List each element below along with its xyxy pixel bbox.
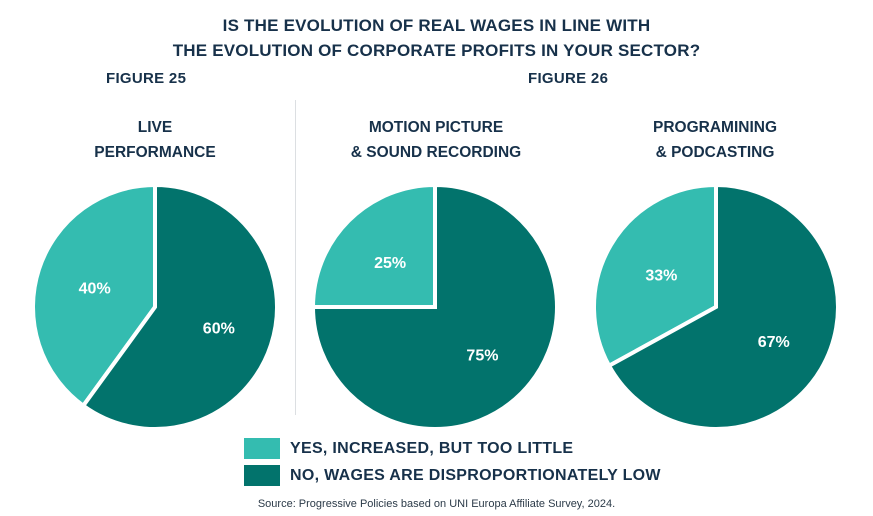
pie-1-label-no: 60% <box>203 321 235 338</box>
legend-label-no: NO, WAGES ARE DISPROPORTIONATELY LOW <box>290 466 661 484</box>
chart-main-title: IS THE EVOLUTION OF REAL WAGES IN LINE W… <box>0 13 873 63</box>
legend-item-yes: YES, INCREASED, BUT TOO LITTLE <box>244 436 661 461</box>
pie-1-title-line-1: LIVE <box>137 119 173 136</box>
pie-3-title: PROGRAMINING & PODCASTING <box>575 115 855 165</box>
title-line-2: THE EVOLUTION OF CORPORATE PROFITS IN YO… <box>172 41 701 60</box>
pie-1-title-line-2: PERFORMANCE <box>94 144 216 161</box>
source-note: Source: Progressive Policies based on UN… <box>257 498 616 510</box>
pie-2-label-yes: 25% <box>374 255 406 272</box>
pie-2-label-no: 75% <box>466 347 498 364</box>
legend-swatch-yes <box>244 438 280 459</box>
legend-swatch-no <box>244 465 280 486</box>
pie-1-slice-yes <box>31 182 157 409</box>
figure-divider <box>295 100 296 415</box>
pie-1-slice-no <box>80 182 279 431</box>
title-line-1: IS THE EVOLUTION OF REAL WAGES IN LINE W… <box>222 16 651 35</box>
pie-1-title: LIVE PERFORMANCE <box>15 115 295 165</box>
legend-label-yes: YES, INCREASED, BUT TOO LITTLE <box>290 439 574 457</box>
legend-item-no: NO, WAGES ARE DISPROPORTIONATELY LOW <box>244 463 661 488</box>
legend: YES, INCREASED, BUT TOO LITTLE NO, WAGES… <box>244 436 661 490</box>
pie-3-label-yes: 33% <box>645 268 677 285</box>
figure-25-label: FIGURE 25 <box>106 70 187 87</box>
pie-3-slice-yes <box>592 182 718 369</box>
pie-1-label-yes: 40% <box>79 280 111 297</box>
figure-26-label: FIGURE 26 <box>528 70 609 87</box>
pie-3-title-line-1: PROGRAMINING <box>653 119 777 136</box>
pie-3-label-no: 67% <box>758 334 790 351</box>
pie-2-slice-no <box>310 182 559 431</box>
pie-2-title: MOTION PICTURE & SOUND RECORDING <box>296 115 576 165</box>
pie-3-slice-no <box>606 182 840 431</box>
pie-2-slice-yes <box>310 182 437 309</box>
pie-3-title-line-2: & PODCASTING <box>655 144 775 161</box>
pie-2-title-line-1: MOTION PICTURE <box>368 119 504 136</box>
pie-2-title-line-2: & SOUND RECORDING <box>350 144 522 161</box>
